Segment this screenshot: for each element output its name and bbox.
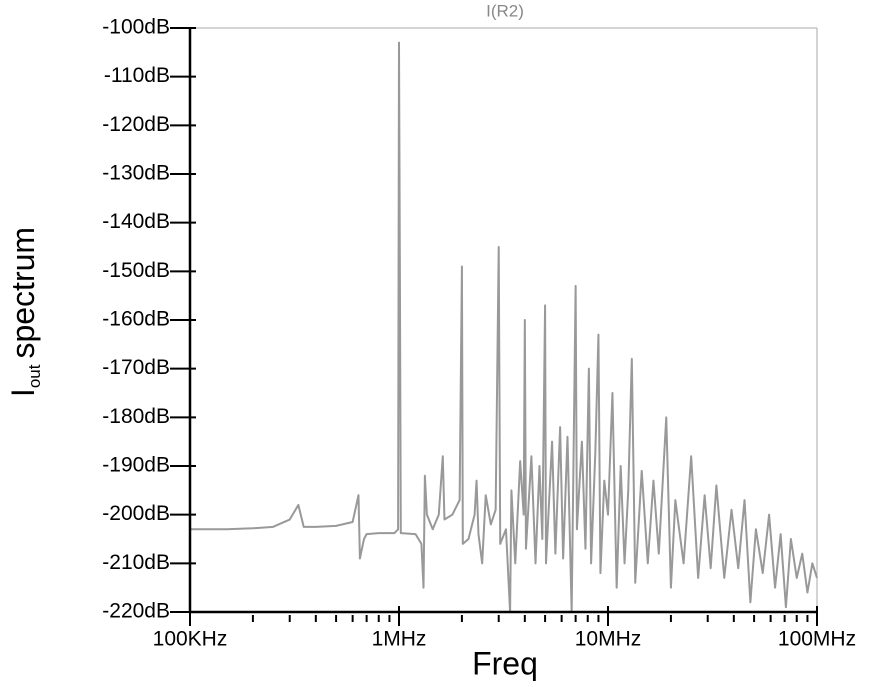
y-tick-label: -170dB [102,356,170,379]
y-tick-label: -190dB [102,454,170,477]
y-axis-title-main: I [5,388,41,397]
y-tick-label: -150dB [102,259,170,282]
y-axis-title: Iout spectrum [5,227,44,397]
chart-title: I(R2) [486,1,524,20]
x-tick-label: 100MHz [778,628,856,651]
y-tick-label: -140dB [102,210,170,233]
y-tick-label: -180dB [102,405,170,428]
spectrum-line [190,41,818,613]
y-axis-title-rest: spectrum [5,227,41,359]
y-tick-label: -210dB [102,551,170,574]
y-tick-label: -130dB [102,162,170,185]
y-tick-label: -100dB [102,16,170,39]
x-tick-label: 10MHz [575,628,642,651]
y-tick-label: -120dB [102,113,170,136]
x-tick-label: 100KHz [153,628,228,651]
y-tick-label: -220dB [102,600,170,623]
y-tick-label: -160dB [102,308,170,331]
x-axis-title: Freq [472,645,538,681]
x-tick-label: 1MHz [372,628,427,651]
y-axis-title-sub: out [25,364,44,388]
y-tick-label: -110dB [104,64,170,87]
y-tick-label: -200dB [102,502,170,525]
